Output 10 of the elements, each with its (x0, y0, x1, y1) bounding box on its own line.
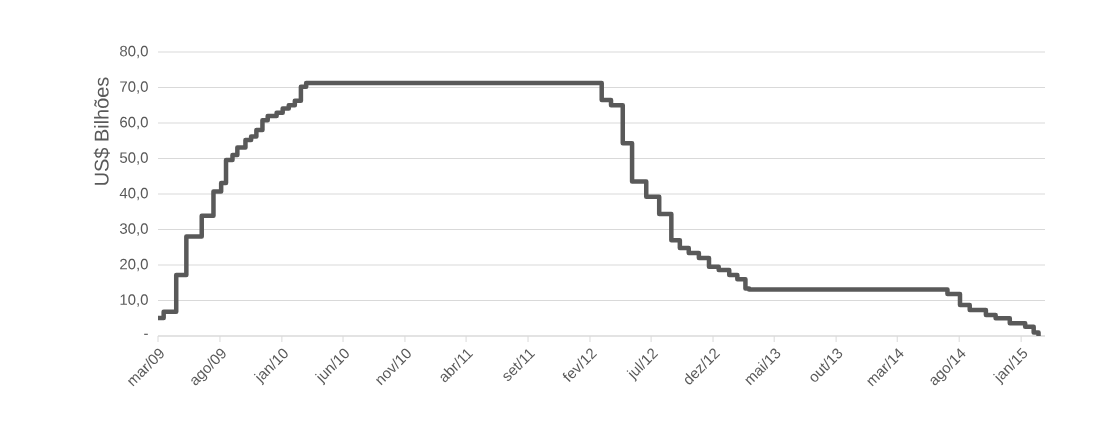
y-tick-label: 50,0 (119, 152, 148, 165)
y-tick-label: 60,0 (120, 116, 148, 130)
y-tick-label: 70,0 (120, 81, 148, 94)
y-tick-label: 30,0 (119, 223, 148, 236)
y-tick-label: 10,0 (120, 294, 148, 307)
y-tick-label: 80,0 (120, 45, 148, 59)
y-axis-title: US$ Bilhões (93, 77, 110, 185)
y-tick-label: 40,0 (119, 187, 148, 201)
y-tick-label: 20,0 (120, 258, 148, 272)
y-tick-label: - (144, 333, 148, 335)
